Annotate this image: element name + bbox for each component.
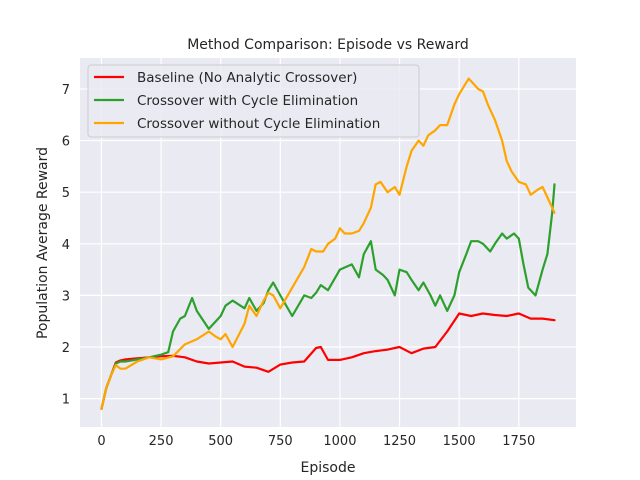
x-tick-label: 750 — [268, 434, 293, 449]
x-axis-label: Episode — [301, 460, 356, 476]
y-tick-label: 4 — [62, 238, 70, 253]
x-tick-label: 1000 — [323, 434, 356, 449]
chart-title: Method Comparison: Episode vs Reward — [187, 37, 469, 53]
series-line-crossover-without-cycle-elimination — [100, 77, 556, 410]
y-tick-label: 1 — [62, 393, 70, 408]
x-tick-label: 1750 — [502, 434, 535, 449]
x-tick-label: 0 — [97, 434, 105, 449]
legend-entry-crossover-with-cycle-elimination: Crossover with Cycle Elimination — [94, 93, 358, 109]
x-tick-labels: 0 250 500 750 1000 1250 1500 1750 — [97, 434, 535, 449]
y-tick-label: 7 — [62, 83, 70, 98]
legend-label-baseline: Baseline (No Analytic Crossover) — [137, 70, 357, 86]
legend: Baseline (No Analytic Crossover) Crossov… — [87, 64, 420, 138]
legend-label-crossover-without-cycle-elimination: Crossover without Cycle Elimination — [137, 116, 380, 132]
y-axis-label: Population Average Reward — [35, 147, 51, 339]
y-tick-label: 2 — [62, 341, 70, 356]
x-tick-label: 1500 — [443, 434, 476, 449]
y-tick-labels: 1 2 3 4 5 6 7 — [62, 83, 70, 408]
y-tick-label: 6 — [62, 135, 70, 150]
legend-label-crossover-with-cycle-elimination: Crossover with Cycle Elimination — [137, 93, 358, 109]
legend-entry-crossover-without-cycle-elimination: Crossover without Cycle Elimination — [94, 116, 380, 132]
series-lines — [100, 77, 556, 410]
series-line-crossover-with-cycle-elimination — [100, 183, 556, 410]
legend-box — [87, 64, 420, 138]
x-tick-label: 1250 — [383, 434, 416, 449]
legend-entry-baseline: Baseline (No Analytic Crossover) — [94, 70, 357, 86]
x-tick-label: 250 — [149, 434, 174, 449]
y-tick-label: 5 — [62, 186, 70, 201]
y-tick-label: 3 — [62, 289, 70, 304]
x-tick-label: 500 — [208, 434, 233, 449]
